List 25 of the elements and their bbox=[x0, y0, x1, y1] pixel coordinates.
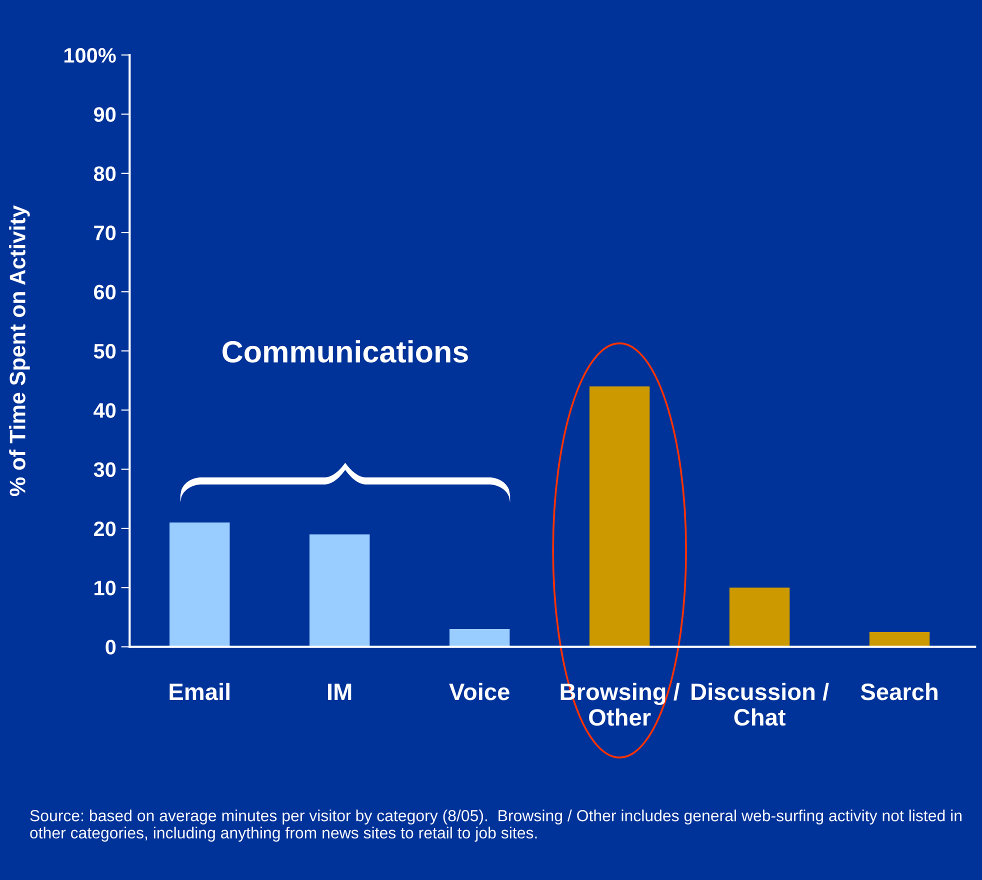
source-note: Source: based on average minutes per visitor by category (8/05). Browsing / Other includes general web-surfing activity not listed in other categories, including anything from news sites to retail to job sites. bbox=[30, 810, 962, 842]
y-tick-label: 100% bbox=[64, 48, 116, 63]
y-tick-label: 50 bbox=[94, 344, 116, 359]
annotation: Communications bbox=[222, 340, 468, 363]
bar bbox=[589, 386, 650, 647]
y-tick-label: 20 bbox=[94, 521, 116, 536]
bar bbox=[310, 534, 370, 647]
y-tick-label: 0 bbox=[106, 640, 116, 655]
y-tick-label: 70 bbox=[94, 226, 116, 240]
bar bbox=[449, 629, 510, 647]
y-tick-label: 80 bbox=[94, 166, 116, 182]
x-tick-label: Search bbox=[860, 682, 938, 700]
bar bbox=[729, 588, 790, 647]
y-tick-label: 90 bbox=[94, 107, 116, 122]
x-tick-label: IM bbox=[328, 684, 352, 700]
y-tick-label: 60 bbox=[94, 284, 116, 300]
y-tick-label: 40 bbox=[94, 403, 116, 418]
x-tick-label: Discussion / Chat bbox=[692, 682, 829, 726]
bar bbox=[170, 522, 230, 647]
y-tick-label: 10 bbox=[94, 580, 116, 596]
y-tick-label: 30 bbox=[94, 462, 116, 478]
y-axis-title: % of Time Spent on Activity bbox=[9, 205, 30, 496]
x-tick-label: Email bbox=[170, 682, 230, 700]
x-tick-label: Voice bbox=[449, 682, 510, 700]
bar bbox=[869, 632, 930, 647]
